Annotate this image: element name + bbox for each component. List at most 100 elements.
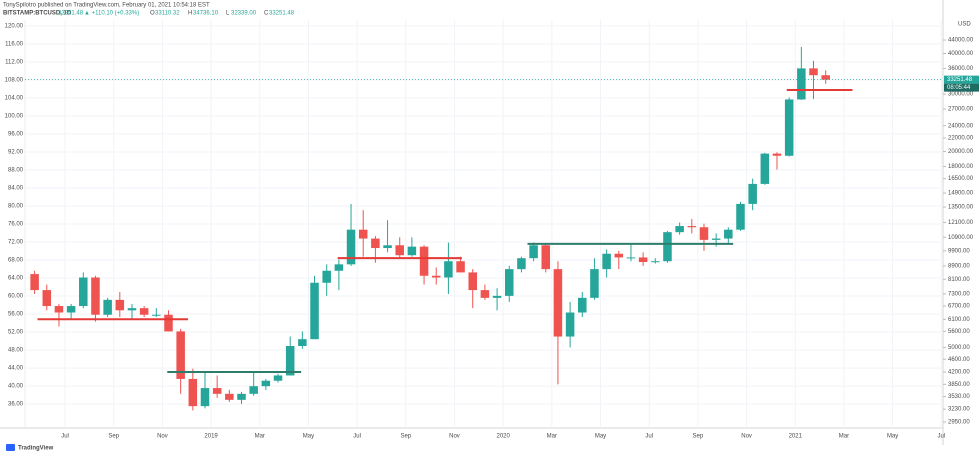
y-tick-label: 112.00 [5, 59, 24, 65]
y2-tick-label: 36000.00 [948, 66, 974, 72]
y-tick-label: 120.00 [5, 23, 24, 29]
x-tick-label: 2020 [496, 434, 510, 440]
candle-body [188, 378, 198, 407]
logo-icon [6, 444, 15, 451]
y2-tick-label: 20000.00 [948, 149, 974, 155]
candle-body [699, 227, 709, 240]
candle-body [602, 253, 611, 270]
y2-tick-label: 5000.00 [948, 345, 970, 351]
ohlc-key: H [188, 11, 192, 17]
candle-body [711, 238, 721, 240]
candle-body [590, 269, 599, 298]
candle-body [614, 253, 624, 258]
x-tick-label: Sep [693, 434, 704, 440]
symbol: BITSTAMP:BTCUSD, 1D [3, 11, 72, 17]
y2-tick-label: 16500.00 [948, 176, 974, 182]
x-tick-label: Sep [400, 434, 411, 440]
y2-tick-label: 40000.00 [948, 51, 974, 57]
ohlc-value: 33251.48 [269, 11, 295, 17]
candle-body [578, 297, 587, 313]
candle-body [54, 306, 64, 313]
y2-tick-label: 13500.00 [948, 205, 974, 211]
y2-tick-label: 22000.00 [948, 136, 974, 142]
candle-body [638, 257, 648, 262]
candle-body [261, 380, 271, 387]
candle-body [407, 246, 417, 256]
candle-body [419, 246, 429, 276]
candle-body [103, 299, 112, 315]
y2-tick-label: 5600.00 [948, 329, 970, 335]
ohlc-key: C [264, 11, 269, 17]
ohlc-key: L [226, 11, 230, 17]
header-change: ▲ +110.10 (+0.33%) [84, 11, 139, 17]
candle-body [139, 308, 149, 315]
y2-tick-label: 18000.00 [948, 164, 974, 170]
y-tick-label: 56.00 [8, 312, 24, 318]
candle-body [115, 299, 125, 311]
y-tick-label: 80.00 [8, 204, 24, 210]
candle-body [504, 269, 514, 296]
footer-logo: TradingView [18, 446, 54, 452]
header-price: 33251.48 [58, 11, 84, 17]
candle-body [249, 386, 258, 394]
x-tick-label: May [887, 434, 898, 440]
y2-tick-label: 6700.00 [948, 304, 970, 310]
candle-body [176, 331, 185, 379]
candle-body [626, 257, 636, 259]
y-tick-label: 36.00 [8, 402, 24, 408]
candle-body [42, 290, 52, 307]
y2-tick-label: 3530.00 [948, 394, 970, 400]
candle-body [358, 229, 368, 239]
y2-tick-label: 7300.00 [948, 291, 970, 297]
y-tick-label: 100.00 [5, 113, 24, 119]
y-tick-label: 116.00 [5, 41, 24, 47]
y-tick-label: 76.00 [8, 222, 24, 228]
ohlc-value: 34736.10 [193, 11, 219, 17]
x-tick-label: May [303, 434, 314, 440]
candle-body [444, 261, 453, 278]
candle-body [152, 314, 161, 316]
candle-body [821, 75, 830, 80]
candle-body [127, 308, 137, 311]
candle-body [310, 282, 319, 340]
candle-body [663, 232, 672, 262]
candle-body [651, 261, 660, 263]
x-tick-label: Mar [839, 434, 849, 440]
y-tick-label: 72.00 [8, 240, 24, 246]
candle-body [334, 264, 344, 271]
countdown-box [944, 83, 979, 92]
y2-tick-label: 27000.00 [948, 107, 974, 113]
y-tick-label: 60.00 [8, 294, 24, 300]
x-tick-label: Mar [547, 434, 557, 440]
x-tick-label: Jul [353, 434, 361, 440]
y2-tick-label: 10900.00 [948, 235, 974, 241]
y2-tick-label: 30000.00 [948, 92, 974, 98]
x-tick-label: 2019 [204, 434, 218, 440]
candle-body [395, 245, 404, 256]
candle-body [431, 275, 441, 278]
candle-body [456, 261, 465, 273]
candle-body [30, 274, 39, 291]
x-tick-label: Nov [741, 434, 752, 440]
candle-body [200, 388, 210, 407]
x-tick-label: May [595, 434, 606, 440]
candle-body [79, 277, 88, 307]
y-tick-label: 88.00 [8, 168, 24, 174]
candle-body [784, 99, 794, 156]
x-tick-label: Jul [61, 434, 69, 440]
x-tick-label: Mar [255, 434, 265, 440]
candle-body [346, 229, 356, 265]
y2-tick-label: 3230.00 [948, 407, 970, 413]
candle-body [529, 245, 538, 259]
y-tick-label: 84.00 [8, 186, 24, 192]
ohlc-value: 32339.00 [231, 11, 257, 17]
candle-body [675, 226, 684, 233]
candle-body [225, 393, 234, 400]
x-tick-label: Sep [108, 434, 119, 440]
x-tick-label: Nov [449, 434, 460, 440]
candle-body [760, 153, 770, 184]
last-price-label: 33251.48 [947, 77, 973, 83]
y2-axis-label: USD [958, 22, 971, 28]
y2-tick-label: 14900.00 [948, 191, 974, 197]
candle-body [797, 68, 806, 100]
